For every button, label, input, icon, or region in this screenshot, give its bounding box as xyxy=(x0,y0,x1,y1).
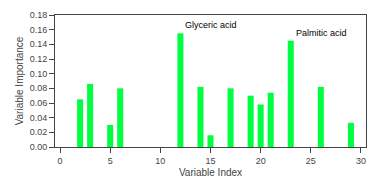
svg-text:Variable Importance: Variable Importance xyxy=(14,36,25,125)
svg-text:5: 5 xyxy=(108,156,113,166)
svg-text:Glyceric acid: Glyceric acid xyxy=(185,20,237,30)
svg-text:30: 30 xyxy=(356,156,366,166)
svg-text:0.02: 0.02 xyxy=(30,127,48,137)
svg-text:10: 10 xyxy=(155,156,165,166)
svg-text:0.08: 0.08 xyxy=(30,83,48,93)
svg-text:0.18: 0.18 xyxy=(30,10,48,20)
svg-text:15: 15 xyxy=(205,156,215,166)
svg-text:0.12: 0.12 xyxy=(30,54,48,64)
svg-text:0.10: 0.10 xyxy=(30,69,48,79)
svg-text:0: 0 xyxy=(58,156,63,166)
svg-text:0.16: 0.16 xyxy=(30,25,48,35)
svg-text:0.04: 0.04 xyxy=(30,113,48,123)
svg-text:25: 25 xyxy=(306,156,316,166)
svg-text:Palmitic acid: Palmitic acid xyxy=(296,28,347,38)
svg-text:0.00: 0.00 xyxy=(30,142,48,152)
svg-text:0.06: 0.06 xyxy=(30,98,48,108)
svg-text:0.14: 0.14 xyxy=(30,39,48,49)
svg-text:20: 20 xyxy=(256,156,266,166)
svg-text:Variable Index: Variable Index xyxy=(179,167,242,178)
